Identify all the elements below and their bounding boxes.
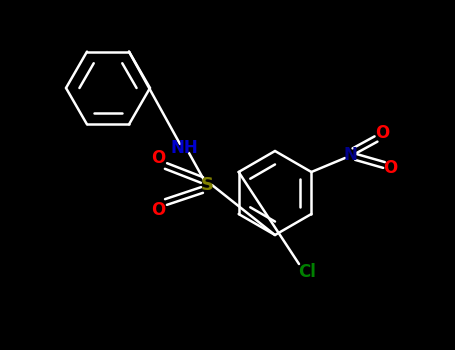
Text: N: N [343, 146, 357, 164]
Text: O: O [151, 149, 165, 167]
Text: O: O [375, 124, 389, 142]
Text: Cl: Cl [298, 263, 316, 281]
Text: O: O [151, 201, 165, 219]
Text: S: S [201, 176, 213, 194]
Text: NH: NH [170, 139, 198, 157]
Text: O: O [383, 159, 397, 177]
